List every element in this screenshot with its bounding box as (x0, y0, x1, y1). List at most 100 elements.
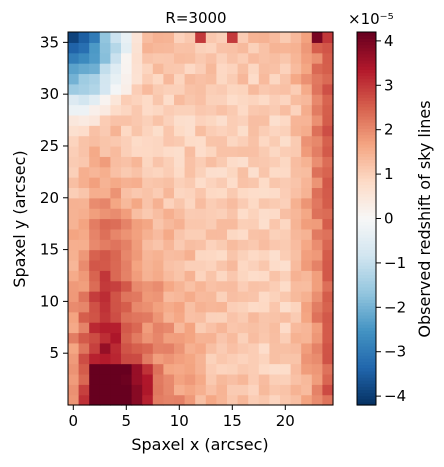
heatmap-cell (68, 259, 80, 271)
heatmap-cell (301, 353, 313, 365)
heatmap-cell (78, 353, 90, 365)
heatmap-cell (89, 353, 101, 365)
heatmap-cell (152, 197, 164, 209)
heatmap-cell (301, 42, 313, 54)
heatmap-cell (174, 239, 186, 251)
heatmap-cell (131, 363, 143, 375)
heatmap-cell (311, 42, 323, 54)
heatmap-cell (78, 301, 90, 313)
heatmap-cell (216, 280, 228, 292)
heatmap-cell (258, 322, 270, 334)
heatmap-cell (311, 239, 323, 251)
heatmap-cell (258, 166, 270, 178)
heatmap-cell (301, 52, 313, 64)
heatmap-cell (301, 239, 313, 251)
heatmap-cell (227, 52, 239, 64)
heatmap-cell (216, 125, 228, 137)
heatmap-cell (311, 322, 323, 334)
heatmap-cell (78, 125, 90, 137)
heatmap-cell (121, 353, 133, 365)
heatmap-cell (163, 114, 175, 126)
colorbar-segment (357, 53, 376, 58)
heatmap-cell (163, 228, 175, 240)
heatmap-cell (163, 332, 175, 344)
colorbar-segment (357, 317, 376, 322)
heatmap-cell (152, 177, 164, 189)
heatmap-cell (322, 187, 334, 199)
heatmap-cell (205, 342, 217, 354)
heatmap-cell (205, 197, 217, 209)
heatmap-cell (301, 32, 313, 43)
heatmap-cell (163, 63, 175, 75)
heatmap-cell (184, 311, 196, 323)
heatmap-cell (89, 208, 101, 220)
colorbar-segment (357, 100, 376, 105)
heatmap-cell (131, 135, 143, 147)
heatmap-cell (163, 187, 175, 199)
heatmap-cell (89, 114, 101, 126)
heatmap-cell (142, 63, 154, 75)
heatmap-cell (99, 384, 111, 396)
colorbar-segment (357, 389, 376, 394)
heatmap-cell (280, 270, 292, 282)
heatmap-cell (184, 187, 196, 199)
heatmap-cell (131, 177, 143, 189)
heatmap-cell (68, 104, 80, 116)
heatmap-cell (269, 322, 281, 334)
heatmap-cell (195, 42, 207, 54)
heatmap-cell (301, 177, 313, 189)
heatmap-cell (110, 73, 122, 85)
heatmap-cell (121, 145, 133, 157)
heatmap-cell (131, 218, 143, 230)
heatmap-cell (248, 342, 260, 354)
heatmap-cell (216, 177, 228, 189)
heatmap-cell (142, 187, 154, 199)
heatmap-cell (322, 114, 334, 126)
colorbar-segment (357, 78, 376, 83)
heatmap-cell (152, 373, 164, 385)
heatmap-cell (184, 177, 196, 189)
heatmap-cell (174, 187, 186, 199)
heatmap-cell (99, 104, 111, 116)
heatmap-cell (99, 73, 111, 85)
colorbar-segment (357, 47, 376, 52)
heatmap-cell (237, 187, 249, 199)
heatmap-cell (163, 94, 175, 106)
heatmap-cell (248, 301, 260, 313)
heatmap-cell (258, 353, 270, 365)
colorbar-segment (357, 401, 376, 406)
heatmap-cell (99, 94, 111, 106)
heatmap-cell (163, 104, 175, 116)
heatmap-cell (152, 239, 164, 251)
heatmap-cell (248, 280, 260, 292)
heatmap-cell (142, 342, 154, 354)
y-tick-label: 35 (40, 33, 59, 51)
colorbar-segment (357, 265, 376, 269)
heatmap-cell (195, 373, 207, 385)
heatmap-cell (163, 291, 175, 302)
heatmap-cell (184, 322, 196, 334)
heatmap-cell (89, 301, 101, 313)
heatmap-cell (227, 114, 239, 126)
heatmap-cell (99, 32, 111, 43)
heatmap-cell (290, 208, 302, 220)
heatmap-cell (152, 322, 164, 334)
heatmap-cell (216, 166, 228, 178)
colorbar-segment (357, 299, 376, 304)
heatmap-cell (142, 145, 154, 157)
heatmap-cell (216, 73, 228, 85)
heatmap-cell (290, 239, 302, 251)
heatmap-cell (205, 63, 217, 75)
colorbar-segment (357, 109, 376, 114)
heatmap-cell (163, 125, 175, 137)
heatmap-cell (174, 363, 186, 375)
heatmap-cell (227, 301, 239, 313)
x-tick-label: 15 (223, 412, 242, 430)
heatmap-cell (227, 342, 239, 354)
heatmap-cell (184, 280, 196, 292)
heatmap-cell (269, 156, 281, 168)
heatmap-cell (258, 342, 270, 354)
heatmap-cell (322, 322, 334, 334)
heatmap-cell (280, 187, 292, 199)
heatmap-cell (68, 363, 80, 375)
